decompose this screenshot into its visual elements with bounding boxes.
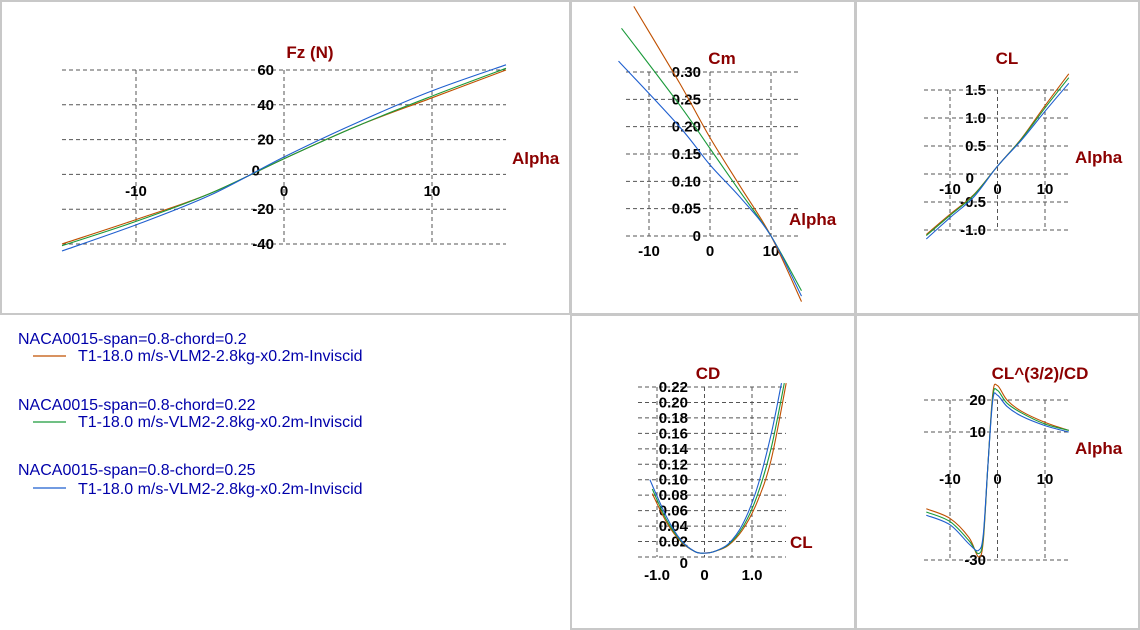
cm-title: Cm xyxy=(708,49,735,68)
panel-frame-endurance xyxy=(855,314,1140,630)
cl-chart[interactable]: -1.0 -0.5 0 0.5 1.0 1.5 -10 0 10 CL Alpha xyxy=(924,49,1123,240)
cm-ytick-label: 0.20 xyxy=(672,119,701,136)
endurance-chart[interactable]: -30 10 20 -10 0 10 CL^(3/2)/CD Alpha xyxy=(924,364,1123,569)
cm-xlabel: Alpha xyxy=(789,210,837,229)
legend: NACA0015-span=0.8-chord=0.2 T1-18.0 m/s-… xyxy=(18,331,363,498)
cm-series-3 xyxy=(618,60,802,297)
fz-xlabel: Alpha xyxy=(512,149,560,168)
fz-ytick-label: 20 xyxy=(257,132,274,149)
legend-wing-3: NACA0015-span=0.8-chord=0.25 xyxy=(18,462,256,479)
cd-ytick-label: 0 xyxy=(680,555,688,572)
panel-frame-cm xyxy=(570,0,856,315)
fz-ytick-label: -20 xyxy=(252,201,274,218)
legend-plane-2: T1-18.0 m/s-VLM2-2.8kg-x0.2m-Inviscid xyxy=(78,414,363,431)
fz-chart[interactable]: -40 -20 0 20 40 60 -10 0 10 Fz (N) Alpha xyxy=(61,43,560,253)
cd-ytick-label: 0.02 xyxy=(659,534,688,551)
cd-ytick-label: 0.14 xyxy=(659,441,689,458)
cm-ytick-label: 0.10 xyxy=(672,173,701,190)
fz-xtick-label: -10 xyxy=(125,183,147,200)
fz-ytick-label: 60 xyxy=(257,62,274,79)
cd-ytick-label: 0.20 xyxy=(659,394,688,411)
fz-series-2 xyxy=(61,67,507,247)
fz-ytick-label: -40 xyxy=(252,236,274,253)
fz-xtick-label: 10 xyxy=(424,183,441,200)
endurance-title: CL^(3/2)/CD xyxy=(992,364,1089,383)
cm-xtick-label: -10 xyxy=(638,243,660,260)
cd-ytick-label: 0.18 xyxy=(659,410,688,427)
legend-wing-1: NACA0015-span=0.8-chord=0.2 xyxy=(18,331,247,348)
legend-wing-2: NACA0015-span=0.8-chord=0.22 xyxy=(18,397,256,414)
cd-series-3 xyxy=(649,382,783,554)
endurance-xtick-label: 0 xyxy=(993,471,1001,488)
fz-series-3 xyxy=(61,64,507,252)
cl-xtick-label: 10 xyxy=(1037,181,1054,198)
cl-xtick-label: 0 xyxy=(993,181,1001,198)
endurance-ytick-label: 10 xyxy=(969,424,986,441)
endurance-ytick-label: -30 xyxy=(964,552,986,569)
fz-ytick-label: 0 xyxy=(252,162,260,179)
cd-ytick-label: 0.12 xyxy=(659,456,688,473)
cd-xtick-label: 0 xyxy=(700,567,708,584)
cl-ytick-label: 1.0 xyxy=(965,110,986,127)
cm-ytick-label: 0.30 xyxy=(672,64,701,81)
cl-ytick-label: 1.5 xyxy=(965,82,986,99)
endurance-xlabel: Alpha xyxy=(1075,439,1123,458)
cd-xlabel: CL xyxy=(790,533,813,552)
fz-title: Fz (N) xyxy=(286,43,333,62)
cl-xlabel: Alpha xyxy=(1075,148,1123,167)
cl-ytick-label: 0 xyxy=(966,170,974,187)
cd-ytick-label: 0.16 xyxy=(659,425,688,442)
cl-title: CL xyxy=(996,49,1019,68)
cd-title: CD xyxy=(696,364,721,383)
cm-ytick-label: 0.05 xyxy=(672,201,701,218)
endurance-xtick-label: -10 xyxy=(939,471,961,488)
cl-ytick-label: -0.5 xyxy=(960,194,986,211)
panel-frame-cd xyxy=(570,314,856,630)
cd-xtick-label: 1.0 xyxy=(742,567,763,584)
endurance-series-3 xyxy=(926,392,1069,552)
cl-ytick-label: -1.0 xyxy=(960,222,986,239)
fz-ytick-label: 40 xyxy=(257,97,274,114)
cl-ytick-label: 0.5 xyxy=(965,138,986,155)
legend-plane-1: T1-18.0 m/s-VLM2-2.8kg-x0.2m-Inviscid xyxy=(78,348,363,365)
cm-ytick-label: 0.15 xyxy=(672,146,701,163)
cd-ytick-label: 0.10 xyxy=(659,472,688,489)
cm-xtick-label: 0 xyxy=(706,243,714,260)
cl-series-3 xyxy=(925,82,1070,240)
fz-xtick-label: 0 xyxy=(280,183,288,200)
cd-xtick-label: -1.0 xyxy=(644,567,670,584)
legend-plane-3: T1-18.0 m/s-VLM2-2.8kg-x0.2m-Inviscid xyxy=(78,481,363,498)
cd-ytick-label: 0.08 xyxy=(659,487,688,504)
cd-chart[interactable]: 00.020.040.060.080.100.120.140.160.180.2… xyxy=(638,364,813,584)
cd-ytick-label: 0.22 xyxy=(659,379,688,396)
endurance-ytick-label: 20 xyxy=(969,392,986,409)
cl-xtick-label: -10 xyxy=(939,181,961,198)
cm-xtick-label: 10 xyxy=(763,243,780,260)
endurance-xtick-label: 10 xyxy=(1037,471,1054,488)
cm-ytick-label: 0 xyxy=(693,228,701,245)
